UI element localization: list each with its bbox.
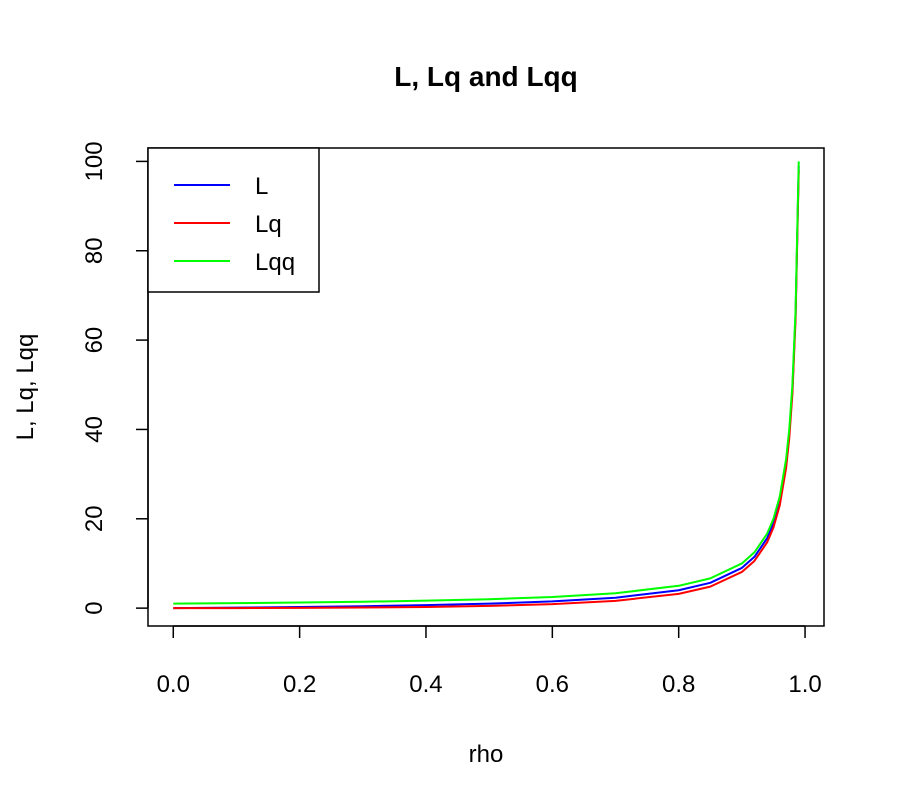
y-tick-label: 20 [81,505,108,532]
legend-label-lqq: Lqq [255,249,295,276]
x-tick-label: 0.8 [662,671,695,698]
y-tick-label: 40 [81,416,108,443]
legend-label-l: L [255,173,268,200]
y-axis: 0 20 40 60 80 100 [81,141,149,615]
x-tick-label: 0.6 [536,671,569,698]
legend-label-lq: Lq [255,211,282,238]
y-tick-label: 60 [81,327,108,354]
x-tick-label: 0.0 [157,671,190,698]
x-tick-label: 0.4 [409,671,442,698]
legend: L Lq Lqq [147,147,320,293]
y-axis-label: L, Lq, Lqq [12,334,39,441]
legend-box [147,147,320,293]
y-tick-label: 100 [81,141,108,181]
series-line-lqq [173,161,800,605]
x-axis-label: rho [469,741,504,768]
x-tick-label: 0.2 [283,671,316,698]
x-axis: 0.0 0.2 0.4 0.6 0.8 1.0 [157,625,822,698]
chart-title: L, Lq and Lqq [394,61,578,92]
series-lines [173,161,800,610]
x-tick-label: 1.0 [788,671,821,698]
y-tick-label: 0 [81,601,108,614]
y-tick-label: 80 [81,237,108,264]
